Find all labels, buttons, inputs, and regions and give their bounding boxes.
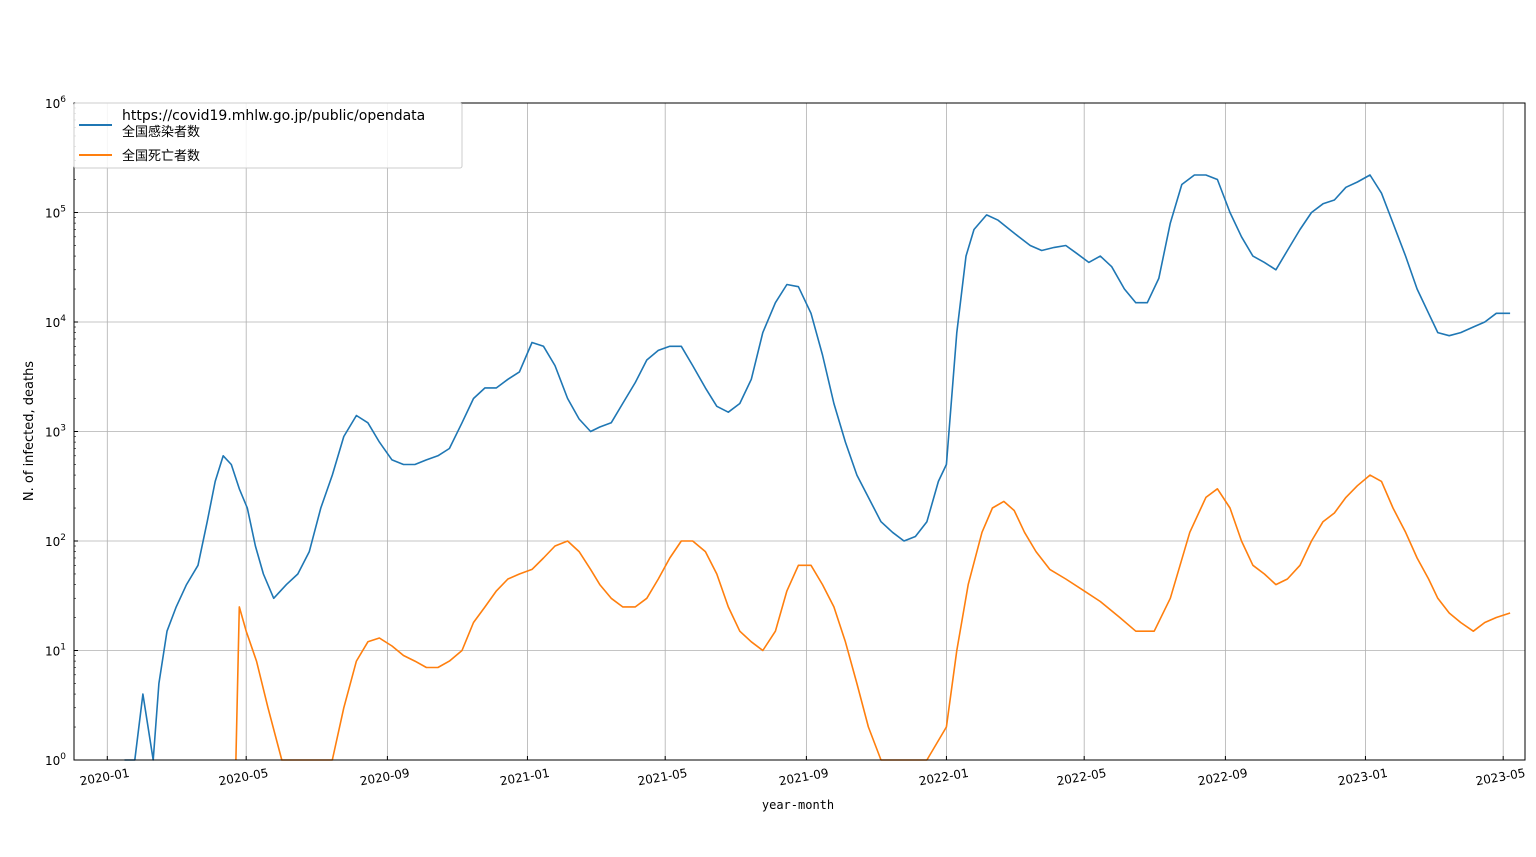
y-tick-label: 102	[45, 533, 66, 549]
y-tick-label: 103	[45, 424, 66, 440]
legend-title: https://covid19.mhlw.go.jp/public/openda…	[122, 108, 425, 124]
x-tick-label: 2022-05	[1056, 766, 1108, 788]
x-tick-label: 2023-05	[1475, 766, 1527, 788]
x-tick-label: 2021-05	[637, 766, 689, 788]
grid	[74, 102, 1525, 761]
x-tick-label: 2023-01	[1337, 766, 1389, 788]
y-tick-label: 106	[45, 95, 66, 111]
x-tick-label: 2022-09	[1197, 766, 1249, 788]
series-layer	[124, 174, 1511, 761]
legend-label-infected: 全国感染者数	[122, 124, 200, 140]
y-tick-label: 101	[45, 643, 66, 659]
ticks: 2020-01 2020-05 2020-09 2021-01 2021-05 2021-…	[45, 95, 1526, 788]
x-tick-label: 2020-09	[359, 766, 411, 788]
legend-label-deaths: 全国死亡者数	[122, 148, 200, 164]
y-tick-label: 104	[45, 314, 66, 330]
legend-box	[73, 102, 463, 169]
series-line-deaths	[235, 474, 1511, 761]
x-tick-label: 2021-09	[778, 766, 830, 788]
legend[interactable]: https://covid19.mhlw.go.jp/public/openda…	[73, 102, 463, 169]
x-tick-label: 2020-05	[218, 766, 270, 788]
x-tick-label: 2022-01	[918, 766, 970, 788]
y-tick-label: 100	[45, 752, 66, 768]
x-tick-label: 2021-01	[499, 766, 551, 788]
y-axis-label: N. of infected, deaths	[22, 361, 37, 501]
y-tick-label: 105	[45, 205, 66, 221]
series-line-infected	[124, 174, 1511, 761]
x-tick-label: 2020-01	[79, 766, 131, 788]
x-axis-label: year-month	[762, 798, 834, 812]
